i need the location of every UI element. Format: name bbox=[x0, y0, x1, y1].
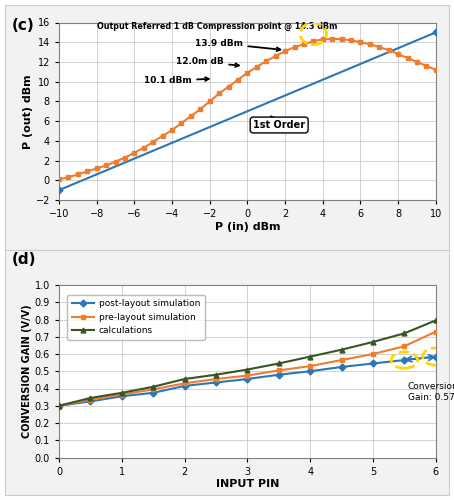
Pout (1dB compression) bbox=[160, 133, 165, 139]
Pout (1dB compression) bbox=[282, 48, 288, 54]
post-layout simulation bbox=[370, 360, 376, 366]
pre-layout simulation bbox=[276, 368, 281, 374]
Pout (1dB compression) bbox=[358, 39, 363, 45]
Pout (1dB compression) bbox=[75, 172, 81, 177]
Pout (1dB compression) bbox=[245, 70, 250, 76]
post-layout simulation bbox=[182, 383, 188, 389]
calculations bbox=[245, 366, 250, 372]
Pout (1dB compression) bbox=[104, 162, 109, 168]
calculations bbox=[276, 360, 281, 366]
Line: post-layout simulation: post-layout simulation bbox=[57, 354, 438, 408]
calculations bbox=[307, 354, 313, 360]
pre-layout simulation bbox=[433, 328, 439, 334]
Text: Conversion
Gain: 0.57: Conversion Gain: 0.57 bbox=[408, 382, 454, 402]
calculations bbox=[433, 318, 439, 324]
Pout (1dB compression) bbox=[311, 38, 316, 44]
pre-layout simulation bbox=[88, 396, 93, 402]
Pout (1dB compression) bbox=[320, 36, 326, 43]
Pout (1dB compression) bbox=[66, 174, 71, 180]
Pout (1dB compression) bbox=[151, 139, 156, 145]
Legend: post-layout simulation, pre-layout simulation, calculations: post-layout simulation, pre-layout simul… bbox=[67, 294, 205, 340]
Pout (1dB compression) bbox=[367, 41, 373, 47]
Pout (1dB compression) bbox=[141, 144, 147, 150]
Pout (1dB compression) bbox=[197, 106, 203, 112]
pre-layout simulation bbox=[402, 343, 407, 349]
post-layout simulation bbox=[245, 376, 250, 382]
X-axis label: INPUT PIN: INPUT PIN bbox=[216, 480, 279, 490]
post-layout simulation bbox=[151, 390, 156, 396]
Pout (1dB compression) bbox=[273, 53, 278, 59]
Text: 13.9 dBm: 13.9 dBm bbox=[195, 38, 280, 51]
Pout (1dB compression) bbox=[301, 41, 307, 47]
calculations bbox=[56, 403, 62, 409]
Pout (1dB compression) bbox=[424, 63, 429, 69]
calculations bbox=[402, 330, 407, 336]
X-axis label: P (in) dBm: P (in) dBm bbox=[215, 222, 280, 232]
post-layout simulation bbox=[276, 372, 281, 378]
Y-axis label: P (out) dBm: P (out) dBm bbox=[23, 74, 33, 148]
calculations bbox=[88, 395, 93, 401]
Pout (1dB compression) bbox=[292, 44, 297, 50]
Pout (1dB compression) bbox=[207, 98, 212, 104]
Text: (d): (d) bbox=[11, 252, 36, 268]
calculations bbox=[182, 376, 188, 382]
calculations bbox=[119, 390, 124, 396]
post-layout simulation bbox=[307, 368, 313, 374]
Pout (1dB compression) bbox=[264, 58, 269, 64]
Pout (1dB compression) bbox=[339, 36, 345, 43]
Pout (1dB compression) bbox=[84, 168, 90, 174]
Pout (1dB compression) bbox=[94, 166, 99, 172]
Text: 1st Order: 1st Order bbox=[253, 116, 305, 130]
pre-layout simulation bbox=[182, 380, 188, 386]
Pout (1dB compression) bbox=[122, 154, 128, 160]
Pout (1dB compression) bbox=[113, 158, 118, 164]
Text: 12.0m dB: 12.0m dB bbox=[176, 58, 239, 67]
pre-layout simulation bbox=[339, 357, 344, 363]
pre-layout simulation bbox=[56, 403, 62, 409]
Pout (1dB compression) bbox=[330, 36, 335, 42]
Y-axis label: CONVERSION GAIN (V/V): CONVERSION GAIN (V/V) bbox=[22, 304, 32, 438]
Pout (1dB compression) bbox=[235, 76, 241, 82]
pre-layout simulation bbox=[245, 372, 250, 378]
calculations bbox=[339, 346, 344, 352]
post-layout simulation bbox=[402, 357, 407, 363]
Line: pre-layout simulation: pre-layout simulation bbox=[57, 329, 438, 408]
pre-layout simulation bbox=[151, 386, 156, 392]
Pout (1dB compression) bbox=[254, 64, 260, 70]
post-layout simulation bbox=[213, 380, 219, 386]
Pout (1dB compression) bbox=[169, 127, 175, 133]
Pout (1dB compression) bbox=[386, 47, 391, 53]
pre-layout simulation bbox=[213, 376, 219, 382]
Text: 10.1 dBm: 10.1 dBm bbox=[144, 76, 209, 85]
calculations bbox=[151, 384, 156, 390]
Pout (1dB compression) bbox=[179, 120, 184, 126]
Pout (1dB compression) bbox=[56, 176, 62, 182]
Line: Pout (1dB compression): Pout (1dB compression) bbox=[57, 36, 438, 182]
post-layout simulation bbox=[119, 394, 124, 400]
post-layout simulation bbox=[88, 398, 93, 404]
Pout (1dB compression) bbox=[132, 150, 137, 156]
Pout (1dB compression) bbox=[226, 84, 232, 89]
Text: (c): (c) bbox=[11, 18, 34, 32]
post-layout simulation bbox=[339, 364, 344, 370]
Line: calculations: calculations bbox=[57, 318, 438, 408]
Pout (1dB compression) bbox=[395, 51, 401, 57]
Pout (1dB compression) bbox=[415, 59, 420, 65]
Text: Output Referred 1 dB Compression point @ 14.3 dBm: Output Referred 1 dB Compression point @… bbox=[97, 22, 337, 31]
calculations bbox=[213, 372, 219, 378]
pre-layout simulation bbox=[307, 363, 313, 369]
post-layout simulation bbox=[56, 403, 62, 409]
post-layout simulation bbox=[433, 354, 439, 360]
Pout (1dB compression) bbox=[348, 38, 354, 44]
pre-layout simulation bbox=[119, 392, 124, 398]
Pout (1dB compression) bbox=[217, 90, 222, 96]
pre-layout simulation bbox=[370, 351, 376, 357]
Pout (1dB compression) bbox=[377, 44, 382, 50]
calculations bbox=[370, 339, 376, 345]
Pout (1dB compression) bbox=[188, 113, 194, 119]
Pout (1dB compression) bbox=[433, 67, 439, 73]
Pout (1dB compression) bbox=[405, 55, 410, 61]
